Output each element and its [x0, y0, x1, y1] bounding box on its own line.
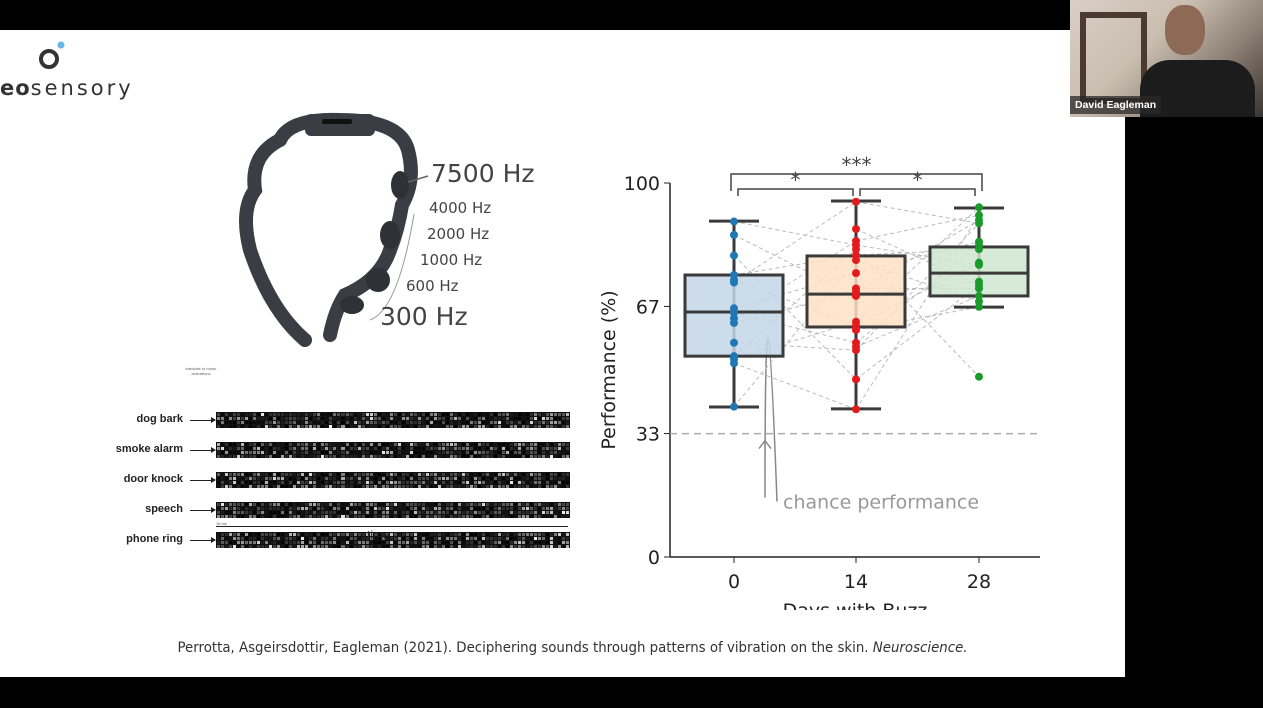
data-point	[730, 217, 738, 226]
frequency-label: 600 Hz	[406, 277, 459, 295]
y-tick-label: 0	[648, 547, 660, 569]
data-point	[730, 230, 738, 239]
chance-label: chance performance	[783, 492, 979, 514]
performance-boxplot: 0 33 67 100 0 14 28 Days with Buzz Performance (…	[598, 153, 1040, 610]
participant-face	[1165, 5, 1205, 55]
x-tick-label: 28	[967, 571, 991, 593]
paired-line	[855, 284, 980, 380]
significance-bracket-label: *	[913, 168, 923, 192]
significance-bracket	[859, 188, 976, 196]
frequency-label: 2000 Hz	[427, 225, 490, 243]
y-tick-label: 100	[624, 173, 660, 195]
data-point	[852, 245, 860, 254]
data-point	[852, 405, 860, 414]
y-tick-label: 67	[636, 296, 660, 318]
data-point	[975, 219, 983, 228]
data-point	[975, 260, 983, 269]
paired-line	[733, 259, 857, 407]
participant-video-tile[interactable]: David Eagleman	[1070, 0, 1263, 117]
frequency-label-bottom: 300 Hz	[380, 302, 468, 331]
y-axis-label: Performance (%)	[598, 290, 620, 449]
chance-arrow	[764, 338, 778, 502]
sound-label: speech	[145, 503, 183, 515]
paired-line	[733, 362, 857, 410]
paired-line	[855, 295, 980, 348]
data-point	[730, 359, 738, 368]
data-point	[852, 291, 860, 300]
time-axis-arrow	[216, 526, 568, 527]
data-point	[730, 338, 738, 347]
mirror-frame	[1080, 12, 1147, 104]
frequency-label: 1000 Hz	[420, 251, 483, 269]
paired-line	[733, 342, 857, 351]
frequency-label: 4000 Hz	[429, 199, 492, 217]
y-tick-label: 33	[636, 424, 660, 446]
x-tick-label: 14	[844, 571, 868, 593]
data-point	[975, 284, 983, 293]
data-point	[975, 302, 983, 311]
motor-activation-pattern	[216, 412, 570, 428]
paired-line	[855, 223, 980, 351]
participant-name-tag: David Eagleman	[1070, 96, 1162, 114]
significance-bracket-label: *	[791, 168, 801, 192]
arrow-icon	[190, 477, 216, 483]
paired-line	[855, 244, 980, 344]
arrow-icon	[190, 447, 216, 453]
x-tick-label: 0	[728, 571, 740, 593]
paired-line	[855, 201, 980, 224]
motor-activation-pattern	[216, 442, 570, 458]
data-point	[730, 278, 738, 287]
motor-activation-pattern	[216, 502, 570, 518]
data-point	[852, 375, 860, 384]
citation: Perrotta, Asgeirsdottir, Eagleman (2021)…	[177, 640, 968, 656]
data-point	[730, 251, 738, 260]
frequency-label-top: 7500 Hz	[431, 159, 535, 188]
arrow-icon	[190, 507, 216, 513]
data-point	[730, 402, 738, 411]
motor-activation-pattern	[216, 472, 570, 488]
sound-label: dog bark	[136, 413, 183, 425]
translate-note: translate to motor activations	[185, 366, 217, 376]
time-label: time	[367, 528, 390, 542]
paired-line	[733, 201, 857, 283]
significance-bracket-label: ***	[842, 153, 872, 177]
buzz-wristband-image	[239, 112, 429, 347]
paired-line	[855, 214, 980, 242]
data-point	[975, 291, 983, 300]
sound-label: door knock	[123, 473, 183, 485]
presentation-slide: eosensory 7500 Hz 4000 Hz 2000 Hz 1000 H…	[0, 30, 1125, 677]
data-point	[975, 372, 983, 381]
data-point	[852, 269, 860, 278]
arrow-icon	[190, 537, 216, 543]
time-scale-label: 16 ms	[216, 521, 227, 526]
significance-bracket	[737, 188, 854, 196]
arrow-icon	[190, 417, 216, 423]
chance-arrowhead-icon	[758, 439, 772, 450]
significance-bracket	[730, 173, 983, 191]
data-point	[852, 256, 860, 265]
data-point	[975, 203, 983, 212]
data-point	[975, 245, 983, 254]
data-point	[730, 308, 738, 317]
data-point	[852, 197, 860, 206]
sound-label: phone ring	[126, 533, 183, 545]
data-point	[852, 225, 860, 234]
data-point	[852, 346, 860, 355]
motor-activation-pattern	[216, 532, 570, 548]
data-point	[730, 318, 738, 327]
logo-mark-icon	[39, 41, 65, 69]
sound-label: smoke alarm	[115, 443, 183, 455]
eosensory-logo: eosensory	[0, 76, 134, 100]
data-point	[852, 325, 860, 334]
x-axis-label: Days with Buzz	[783, 600, 928, 610]
